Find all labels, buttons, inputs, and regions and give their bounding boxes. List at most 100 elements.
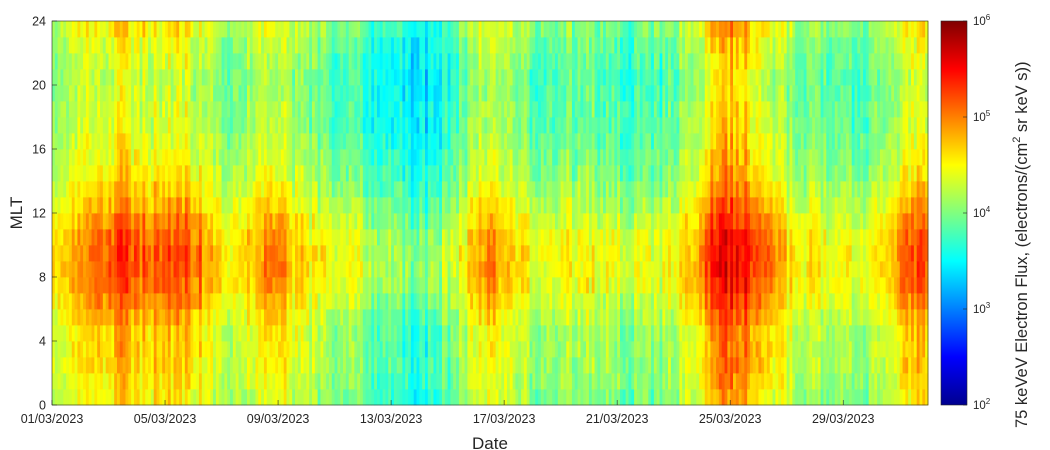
heatmap-cell xyxy=(221,149,225,166)
heatmap-cell xyxy=(193,101,197,118)
heatmap-cell xyxy=(295,69,299,86)
heatmap-cell xyxy=(241,117,245,134)
heatmap-cell xyxy=(142,229,146,246)
heatmap-cell xyxy=(128,21,132,38)
heatmap-cell xyxy=(577,149,581,166)
heatmap-cell xyxy=(470,357,474,374)
heatmap-cell xyxy=(405,53,409,70)
heatmap-cell xyxy=(221,389,225,406)
heatmap-cell xyxy=(518,293,522,310)
heatmap-cell xyxy=(91,293,95,310)
heatmap-cell xyxy=(569,293,573,310)
heatmap-cell xyxy=(227,245,231,262)
heatmap-cell xyxy=(583,325,587,342)
heatmap-cell xyxy=(148,213,152,230)
heatmap-cell xyxy=(170,165,174,182)
heatmap-cell xyxy=(422,341,426,358)
heatmap-cell xyxy=(611,69,615,86)
heatmap-cell xyxy=(577,117,581,134)
heatmap-cell xyxy=(317,229,321,246)
heatmap-cell xyxy=(535,197,539,214)
heatmap-cell xyxy=(625,85,629,102)
heatmap-cell xyxy=(549,245,553,262)
heatmap-cell xyxy=(441,197,446,214)
heatmap-cell xyxy=(487,149,491,166)
heatmap-cell xyxy=(303,357,307,374)
heatmap-cell xyxy=(600,309,604,326)
heatmap-cell xyxy=(235,213,239,230)
heatmap-cell xyxy=(631,69,635,86)
heatmap-cell xyxy=(111,309,115,326)
heatmap-cell xyxy=(506,53,511,70)
heatmap-cell xyxy=(382,181,386,198)
heatmap-cell xyxy=(190,277,194,294)
heatmap-cell xyxy=(371,309,375,326)
heatmap-cell xyxy=(159,165,163,182)
heatmap-cell xyxy=(278,149,282,166)
heatmap-cell xyxy=(167,293,172,310)
heatmap-cell xyxy=(351,213,355,230)
heatmap-cell xyxy=(512,325,516,342)
heatmap-cell xyxy=(198,117,203,134)
heatmap-cell xyxy=(501,37,505,54)
heatmap-cell xyxy=(283,261,287,278)
heatmap-cell xyxy=(549,261,553,278)
heatmap-cell xyxy=(173,21,177,38)
heatmap-cell xyxy=(374,373,378,390)
heatmap-cell xyxy=(416,181,420,198)
heatmap-cell xyxy=(68,69,73,86)
heatmap-cell xyxy=(119,357,124,374)
heatmap-cell xyxy=(94,261,98,278)
heatmap-cell xyxy=(538,101,542,118)
heatmap-cell xyxy=(83,101,87,118)
heatmap-cell xyxy=(289,325,293,342)
heatmap-cell xyxy=(376,213,381,230)
heatmap-cell xyxy=(427,133,432,150)
heatmap-cell xyxy=(498,37,502,54)
heatmap-cell xyxy=(625,277,629,294)
heatmap-cell xyxy=(625,293,629,310)
heatmap-cell xyxy=(631,85,635,102)
heatmap-cell xyxy=(523,133,528,150)
heatmap-cell xyxy=(351,357,355,374)
heatmap-cell xyxy=(314,229,319,246)
heatmap-cell xyxy=(600,245,604,262)
heatmap-cell xyxy=(309,261,313,278)
heatmap-cell xyxy=(213,21,217,38)
heatmap-cell xyxy=(66,165,70,182)
heatmap-cell xyxy=(557,293,562,310)
heatmap-cell xyxy=(224,101,228,118)
heatmap-cell xyxy=(345,309,350,326)
heatmap-cell xyxy=(614,373,618,390)
heatmap-cell xyxy=(289,245,293,262)
heatmap-cell xyxy=(80,133,84,150)
heatmap-cell xyxy=(63,293,67,310)
heatmap-cell xyxy=(436,149,440,166)
heatmap-cell xyxy=(83,229,87,246)
heatmap-cell xyxy=(484,357,488,374)
heatmap-cell xyxy=(269,325,273,342)
heatmap-cell xyxy=(552,213,556,230)
heatmap-cell xyxy=(145,229,149,246)
heatmap-cell xyxy=(501,357,505,374)
heatmap-cell xyxy=(504,53,508,70)
heatmap-cell xyxy=(484,229,488,246)
heatmap-cell xyxy=(603,357,607,374)
heatmap-cell xyxy=(162,117,166,134)
heatmap-cell xyxy=(165,357,169,374)
heatmap-cell xyxy=(244,85,248,102)
heatmap-cell xyxy=(470,133,474,150)
heatmap-cell xyxy=(617,389,621,406)
heatmap-cell xyxy=(388,309,392,326)
heatmap-cell xyxy=(190,261,194,278)
heatmap-cell xyxy=(422,213,426,230)
heatmap-cell xyxy=(303,37,307,54)
heatmap-cell xyxy=(94,213,98,230)
heatmap-cell xyxy=(405,293,409,310)
heatmap-cell xyxy=(108,149,112,166)
heatmap-cell xyxy=(498,245,502,262)
heatmap-cell xyxy=(190,69,194,86)
heatmap-cell xyxy=(283,197,287,214)
heatmap-cell xyxy=(153,261,157,278)
heatmap-cell xyxy=(323,309,327,326)
